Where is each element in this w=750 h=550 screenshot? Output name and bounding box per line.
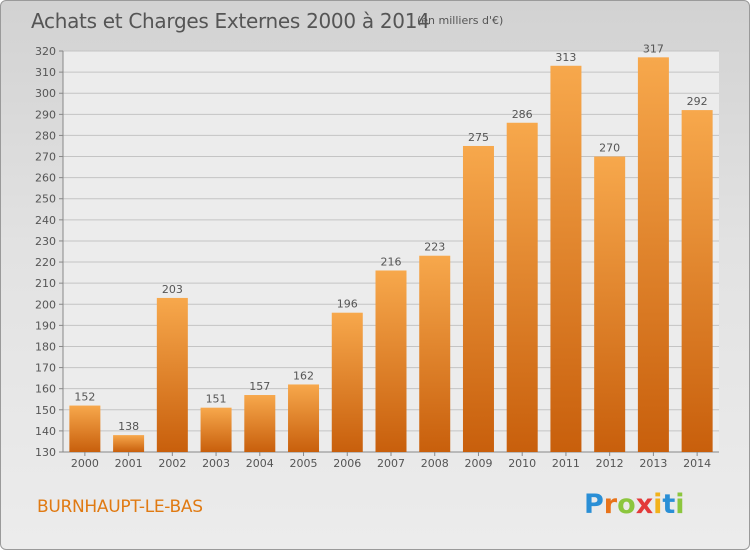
bar-layer: 152 138 203 151 157 162 196 216 223 275 286 313 270 3…	[69, 42, 713, 453]
chart-title: Achats et Charges Externes 2000 à 2014	[31, 9, 430, 33]
x-tick-label: 2012	[596, 457, 624, 470]
bar-value-label: 157	[249, 380, 270, 393]
y-tick-label: 230	[35, 235, 56, 248]
bar-value-label: 138	[118, 420, 139, 433]
bar-value-label: 270	[599, 142, 620, 155]
y-tick-label: 270	[35, 151, 56, 164]
bar-value-label: 317	[643, 42, 664, 55]
y-tick-label: 140	[35, 425, 56, 438]
bar-2009	[462, 145, 494, 452]
bar-2002	[156, 297, 188, 452]
x-tick-label: 2003	[202, 457, 230, 470]
x-tick-label: 2009	[464, 457, 492, 470]
logo-letter: t	[662, 489, 676, 520]
bar-2010	[506, 122, 538, 452]
bar-value-label: 275	[468, 131, 489, 144]
logo-letter: r	[603, 489, 618, 520]
y-tick-label: 190	[35, 319, 56, 332]
logo-letter: x	[635, 489, 654, 520]
y-tick-label: 300	[35, 87, 56, 100]
logo-letter: P	[584, 489, 604, 520]
bar-value-label: 292	[687, 95, 708, 108]
bar-value-label: 162	[293, 369, 314, 382]
y-tick-label: 210	[35, 277, 56, 290]
chart-subtitle: (en milliers d'€)	[417, 14, 504, 27]
x-tick-label: 2000	[71, 457, 99, 470]
bar-2008	[419, 255, 451, 452]
y-tick-label: 320	[35, 45, 56, 58]
y-tick-label: 290	[35, 108, 56, 121]
bar-value-label: 196	[337, 298, 358, 311]
y-tick-label: 170	[35, 362, 56, 375]
x-tick-label: 2002	[158, 457, 186, 470]
y-tick-label: 220	[35, 256, 56, 269]
commune-name: BURNHAUPT-LE-BAS	[37, 497, 203, 517]
bar-value-label: 152	[74, 391, 95, 404]
bar-2004	[244, 395, 276, 452]
x-tick-label: 2005	[290, 457, 318, 470]
bar-2012	[594, 156, 626, 453]
logo-letter: i	[675, 489, 685, 520]
x-tick-label: 2013	[639, 457, 667, 470]
y-tick-label: 250	[35, 193, 56, 206]
y-tick-label: 150	[35, 404, 56, 417]
y-tick-label: 310	[35, 66, 56, 79]
bar-value-label: 151	[206, 393, 227, 406]
x-tick-label: 2014	[683, 457, 711, 470]
y-tick-label: 200	[35, 298, 56, 311]
y-tick-label: 130	[35, 446, 56, 459]
y-tick-label: 260	[35, 172, 56, 185]
x-axis: 2000 2001 2002 2003 2004 2005 2006 2007 2008 2009…	[71, 452, 711, 470]
bar-value-label: 203	[162, 283, 183, 296]
x-tick-label: 2011	[552, 457, 580, 470]
bar-2014	[681, 110, 713, 453]
y-tick-label: 160	[35, 383, 56, 396]
bar-2003	[200, 407, 232, 452]
bar-2006	[331, 312, 363, 452]
logo-letter: i	[653, 489, 663, 520]
y-tick-label: 180	[35, 340, 56, 353]
proxiti-logo[interactable]: Proxiti	[584, 489, 685, 520]
bar-value-label: 286	[512, 108, 533, 121]
bar-2007	[375, 270, 407, 452]
x-tick-label: 2006	[333, 457, 361, 470]
bar-value-label: 216	[381, 255, 402, 268]
logo-letter: o	[617, 489, 636, 520]
x-tick-label: 2007	[377, 457, 405, 470]
y-tick-label: 240	[35, 214, 56, 227]
y-tick-label: 280	[35, 129, 56, 142]
x-tick-label: 2001	[115, 457, 143, 470]
bar-2013	[637, 57, 669, 453]
bar-2011	[550, 65, 582, 452]
bar-2001	[113, 435, 145, 452]
x-tick-label: 2008	[421, 457, 449, 470]
x-tick-label: 2004	[246, 457, 274, 470]
x-tick-label: 2010	[508, 457, 536, 470]
bar-value-label: 313	[555, 51, 576, 64]
bar-2000	[69, 405, 101, 452]
bar-2005	[288, 384, 320, 452]
bar-value-label: 223	[424, 241, 445, 254]
